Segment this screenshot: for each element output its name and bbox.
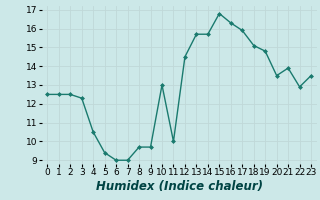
X-axis label: Humidex (Indice chaleur): Humidex (Indice chaleur)	[96, 180, 263, 193]
